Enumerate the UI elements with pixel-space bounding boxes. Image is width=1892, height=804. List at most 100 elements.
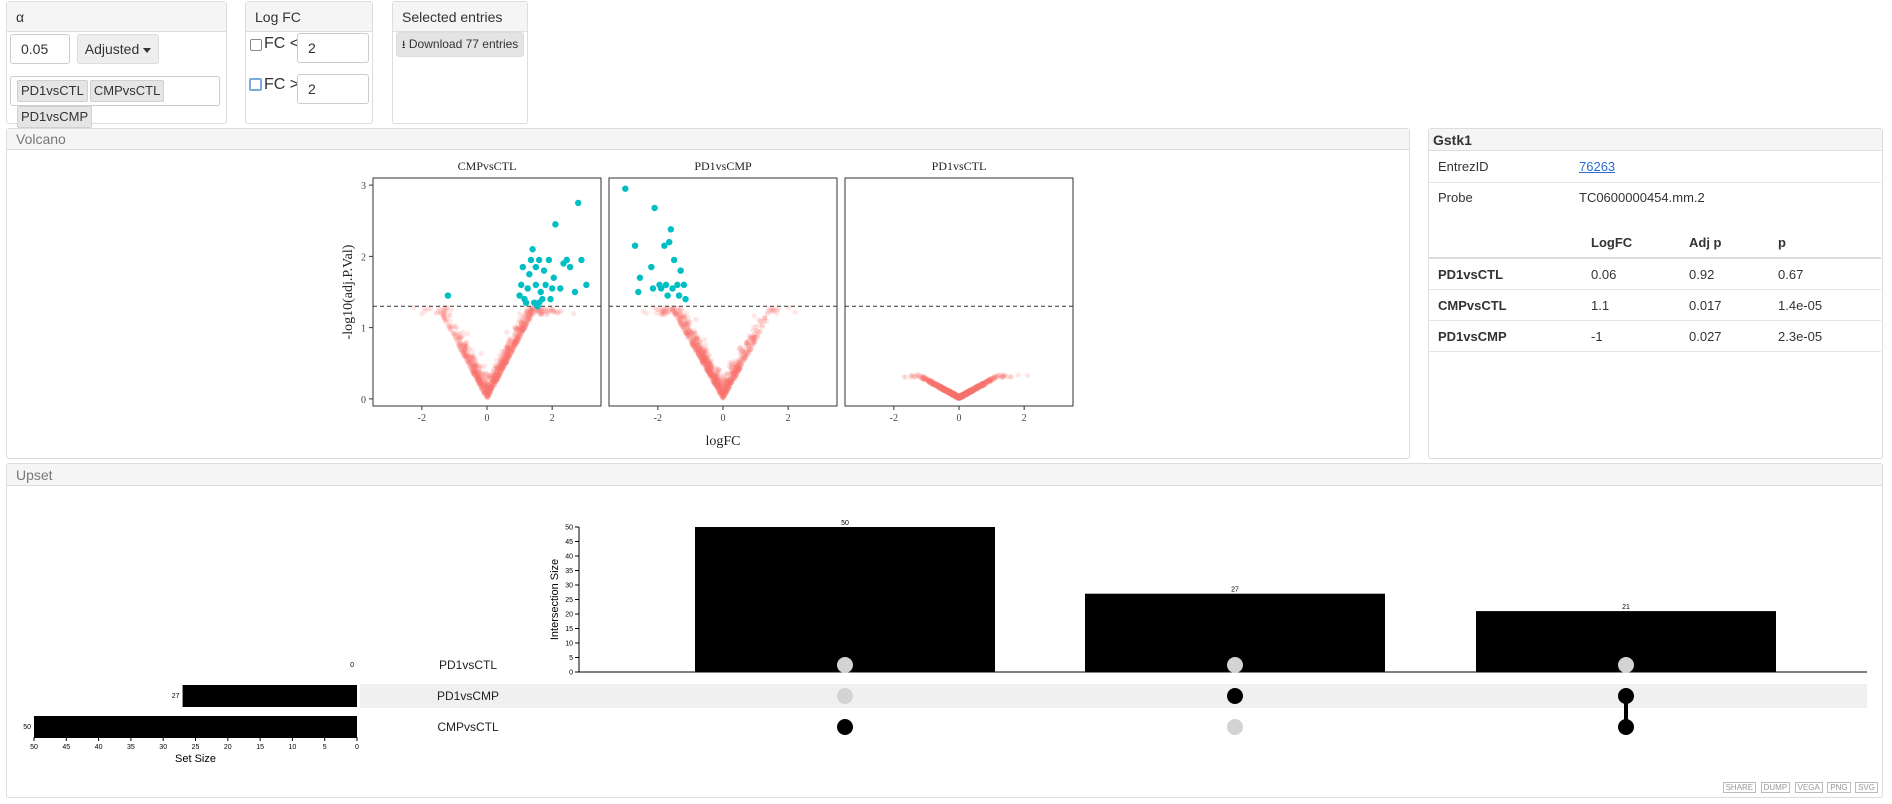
volcano-point-nonsig bbox=[504, 354, 510, 360]
volcano-point-nonsig bbox=[491, 379, 497, 385]
volcano-point-nonsig bbox=[695, 334, 701, 340]
volcano-point-nonsig bbox=[475, 369, 481, 375]
volcano-point-nonsig bbox=[487, 387, 493, 393]
x-tick-label: 2 bbox=[550, 413, 555, 424]
matrix-dot-active bbox=[1618, 688, 1634, 704]
entrez-link[interactable]: 76263 bbox=[1579, 159, 1616, 174]
volcano-point-nonsig bbox=[466, 356, 473, 362]
volcano-point-nonsig bbox=[419, 311, 425, 317]
volcano-point-nonsig bbox=[502, 357, 508, 363]
volcano-point-nonsig bbox=[466, 346, 472, 352]
volcano-point-significant bbox=[578, 256, 585, 264]
volcano-point-nonsig bbox=[726, 384, 732, 390]
contrast-tag[interactable]: PD1vsCMP bbox=[17, 106, 93, 128]
fc-gt-checkbox[interactable] bbox=[249, 78, 262, 91]
volcano-point-nonsig bbox=[701, 348, 708, 354]
volcano-point-nonsig bbox=[705, 367, 711, 373]
svg-button[interactable]: SVG bbox=[1855, 782, 1878, 793]
volcano-point-nonsig bbox=[733, 373, 739, 379]
volcano-point-nonsig bbox=[485, 393, 491, 399]
volcano-point-significant bbox=[648, 263, 655, 271]
volcano-point-nonsig bbox=[712, 371, 719, 378]
volcano-point-nonsig bbox=[497, 370, 503, 376]
fc-lt-input[interactable]: 2 bbox=[297, 33, 369, 63]
volcano-point-nonsig bbox=[488, 384, 494, 390]
volcano-point-nonsig bbox=[693, 340, 699, 346]
volcano-point-nonsig bbox=[487, 386, 494, 392]
volcano-point-nonsig bbox=[670, 307, 676, 313]
volcano-point-nonsig bbox=[512, 339, 518, 345]
fc-lt-checkbox[interactable] bbox=[250, 39, 262, 51]
adjusted-dropdown[interactable]: Adjusted bbox=[77, 34, 159, 64]
contrast-tag[interactable]: PD1vsCTL bbox=[17, 80, 88, 102]
volcano-point-nonsig bbox=[447, 313, 453, 319]
volcano-point-nonsig bbox=[467, 360, 474, 366]
volcano-point-significant bbox=[563, 256, 570, 264]
volcano-point-nonsig bbox=[467, 363, 473, 369]
volcano-point-nonsig bbox=[485, 394, 491, 400]
volcano-point-nonsig bbox=[724, 386, 730, 392]
volcano-point-nonsig bbox=[485, 391, 491, 398]
volcano-point-nonsig bbox=[705, 367, 711, 373]
volcano-point-nonsig bbox=[738, 356, 744, 362]
volcano-point-nonsig bbox=[503, 359, 509, 365]
volcano-point-nonsig bbox=[736, 361, 743, 367]
volcano-point-nonsig bbox=[471, 372, 477, 378]
volcano-point-nonsig bbox=[502, 346, 508, 352]
alpha-input[interactable]: 0.05 bbox=[10, 34, 70, 64]
volcano-point-nonsig bbox=[728, 371, 734, 377]
png-button[interactable]: PNG bbox=[1827, 782, 1851, 793]
volcano-point-nonsig bbox=[493, 366, 499, 372]
volcano-point-nonsig bbox=[972, 387, 978, 393]
volcano-point-nonsig bbox=[433, 310, 439, 316]
volcano-point-nonsig bbox=[536, 309, 542, 315]
volcano-point-nonsig bbox=[529, 311, 535, 317]
chevron-down-icon bbox=[143, 47, 152, 53]
volcano-point-nonsig bbox=[462, 342, 468, 348]
volcano-point-nonsig bbox=[494, 367, 501, 374]
volcano-point-nonsig bbox=[478, 378, 484, 385]
fc-gt-input[interactable]: 2 bbox=[297, 74, 369, 104]
volcano-point-nonsig bbox=[508, 338, 514, 344]
set-size-tick-label: 10 bbox=[289, 744, 297, 751]
share-button[interactable]: SHARE bbox=[1722, 782, 1757, 793]
volcano-point-nonsig bbox=[460, 348, 466, 355]
volcano-point-nonsig bbox=[513, 340, 519, 346]
volcano-point-nonsig bbox=[542, 307, 548, 313]
volcano-point-nonsig bbox=[492, 379, 498, 385]
volcano-point-nonsig bbox=[503, 343, 509, 349]
volcano-point-nonsig bbox=[472, 363, 478, 369]
volcano-point-nonsig bbox=[738, 353, 745, 359]
volcano-point-nonsig bbox=[700, 352, 706, 358]
volcano-point-nonsig bbox=[530, 306, 536, 312]
volcano-point-significant bbox=[571, 288, 579, 296]
dump-button[interactable]: DUMP bbox=[1760, 782, 1791, 793]
contrasts-select[interactable]: PD1vsCTL CMPvsCTL PD1vsCMP bbox=[10, 76, 220, 128]
volcano-point-nonsig bbox=[479, 375, 485, 381]
vega-button[interactable]: VEGA bbox=[1794, 782, 1823, 793]
contrast-tag[interactable]: CMPvsCTL bbox=[89, 80, 165, 102]
volcano-point-nonsig bbox=[472, 362, 478, 369]
volcano-point-nonsig bbox=[504, 351, 510, 357]
volcano-point-nonsig bbox=[443, 316, 450, 322]
volcano-point-nonsig bbox=[465, 356, 471, 362]
volcano-point-nonsig bbox=[501, 354, 508, 360]
download-button[interactable]: ⭳ Download 77 entries bbox=[396, 32, 524, 57]
volcano-point-nonsig bbox=[495, 371, 501, 377]
volcano-point-nonsig bbox=[518, 329, 524, 335]
volcano-point-nonsig bbox=[492, 378, 499, 384]
set-size-tick-label: 20 bbox=[224, 744, 232, 751]
volcano-point-nonsig bbox=[508, 350, 514, 356]
volcano-point-nonsig bbox=[480, 387, 486, 394]
volcano-point-nonsig bbox=[707, 360, 713, 366]
volcano-point-significant bbox=[557, 285, 564, 292]
volcano-point-nonsig bbox=[499, 365, 505, 372]
volcano-point-nonsig bbox=[502, 358, 508, 365]
volcano-point-nonsig bbox=[502, 361, 509, 367]
volcano-point-nonsig bbox=[510, 347, 516, 353]
volcano-point-nonsig bbox=[479, 381, 485, 387]
volcano-point-nonsig bbox=[453, 324, 459, 330]
volcano-point-nonsig bbox=[739, 358, 745, 365]
volcano-point-nonsig bbox=[483, 387, 489, 393]
